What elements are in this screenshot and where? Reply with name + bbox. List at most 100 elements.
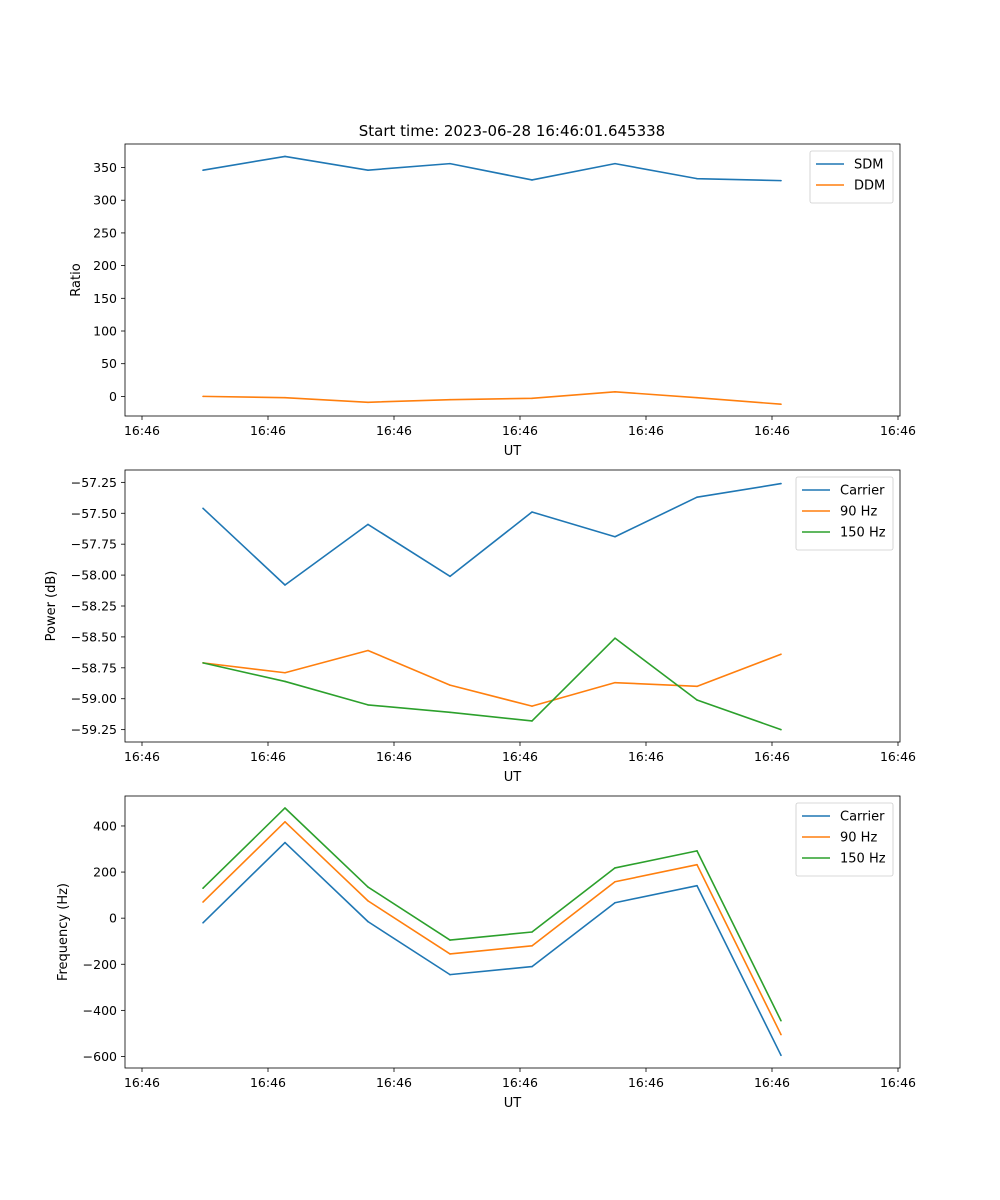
data-point <box>449 575 451 578</box>
data-point <box>696 850 698 852</box>
x-axis-label: UT <box>504 444 522 459</box>
data-point <box>614 637 616 639</box>
data-point <box>614 681 616 684</box>
series-line-150-hz <box>202 637 782 731</box>
data-point <box>780 403 782 406</box>
y-tick-label: 200 <box>93 258 117 273</box>
data-point <box>696 863 698 866</box>
x-tick-label: 16:46 <box>250 1075 286 1090</box>
data-point <box>449 939 451 941</box>
x-tick-label: 16:46 <box>628 423 664 438</box>
data-point <box>367 401 369 404</box>
data-point <box>202 169 204 171</box>
data-point <box>202 395 204 398</box>
data-point <box>780 653 782 656</box>
legend: Carrier 90 Hz 150 Hz <box>795 476 894 551</box>
legend-label: 90 Hz <box>840 505 877 520</box>
x-tick-label: 16:46 <box>376 423 412 438</box>
data-point <box>614 880 616 883</box>
x-tick-label: 16:46 <box>880 423 916 438</box>
data-point <box>449 973 451 976</box>
data-point <box>696 685 698 688</box>
data-point <box>284 396 286 399</box>
data-point <box>696 884 698 887</box>
x-tick-label: 16:46 <box>376 1075 412 1090</box>
data-point <box>284 841 286 844</box>
data-point <box>367 704 369 706</box>
legend: Carrier 90 Hz 150 Hz <box>795 802 894 877</box>
legend-label: DDM <box>854 179 885 194</box>
y-tick-label: 50 <box>101 356 117 371</box>
x-tick-label: 16:46 <box>502 1075 538 1090</box>
x-tick-label: 16:46 <box>880 749 916 764</box>
data-point <box>202 921 204 924</box>
data-point <box>284 821 286 823</box>
y-tick-label: 150 <box>93 291 117 306</box>
series-line-carrier <box>202 482 782 586</box>
axes-frame <box>124 795 901 1069</box>
y-tick-label: −58.75 <box>71 660 117 675</box>
data-point <box>696 496 698 499</box>
y-tick-label: 200 <box>93 865 117 880</box>
x-tick-label: 16:46 <box>124 1075 160 1090</box>
y-axis-label: Power (dB) <box>44 571 59 642</box>
data-point <box>696 177 698 180</box>
axes-frame <box>124 143 901 417</box>
figure-title: Start time: 2023-06-28 16:46:01.645338 <box>359 122 665 140</box>
y-tick-label: −57.25 <box>71 475 117 490</box>
series-line-ddm <box>202 391 782 406</box>
y-tick-label: −59.25 <box>71 722 117 737</box>
x-tick-label: 16:46 <box>754 749 790 764</box>
data-point <box>202 887 204 889</box>
data-point <box>449 711 451 714</box>
chart-panel-1: 16:46 16:46 16:46 16:46 16:46 16:46 16:46 UT 0 50… <box>69 143 916 459</box>
data-point <box>284 680 286 683</box>
series-line-sdm <box>202 155 782 182</box>
y-tick-label: −400 <box>83 1003 117 1018</box>
y-tick-label: −58.50 <box>71 629 117 644</box>
legend-label: Carrier <box>840 484 885 499</box>
y-tick-label: 0 <box>109 911 117 926</box>
legend-label: 150 Hz <box>840 526 886 541</box>
y-tick-label: 400 <box>93 818 117 833</box>
y-tick-label: −200 <box>83 957 117 972</box>
data-point <box>531 179 533 181</box>
y-tick-label: 0 <box>109 389 117 404</box>
legend-label: 150 Hz <box>840 852 886 867</box>
x-axis-label: UT <box>504 770 522 785</box>
data-point <box>696 396 698 399</box>
data-point <box>284 807 286 809</box>
data-point <box>780 1033 782 1036</box>
data-point <box>780 1019 782 1022</box>
x-axis-label: UT <box>504 1096 522 1111</box>
data-point <box>284 155 286 158</box>
data-point <box>449 398 451 401</box>
data-point <box>531 705 533 707</box>
y-tick-label: −57.75 <box>71 537 117 552</box>
data-point <box>531 945 533 947</box>
x-tick-label: 16:46 <box>502 423 538 438</box>
data-point <box>284 671 286 674</box>
data-point <box>614 162 616 165</box>
chart-panel-3: 16:46 16:46 16:46 16:46 16:46 16:46 16:46 UT −60… <box>56 795 916 1111</box>
data-point <box>780 482 782 485</box>
data-point <box>367 169 369 171</box>
x-tick-label: 16:46 <box>502 749 538 764</box>
x-tick-label: 16:46 <box>628 749 664 764</box>
chart-panel-2: 16:46 16:46 16:46 16:46 16:46 16:46 16:46 UT −59… <box>44 469 916 785</box>
series-line-90-hz <box>202 821 782 1035</box>
data-point <box>780 1054 782 1057</box>
x-tick-label: 16:46 <box>376 749 412 764</box>
legend-label: Carrier <box>840 810 885 825</box>
y-axis-label: Frequency (Hz) <box>56 883 71 981</box>
data-point <box>531 931 533 933</box>
data-point <box>531 965 533 968</box>
y-axis-label: Ratio <box>69 263 84 296</box>
y-tick-label: −600 <box>83 1049 117 1064</box>
x-tick-label: 16:46 <box>124 423 160 438</box>
series-line-90-hz <box>202 649 782 707</box>
y-tick-label: −59.00 <box>71 691 117 706</box>
data-point <box>202 662 204 664</box>
x-tick-label: 16:46 <box>124 749 160 764</box>
